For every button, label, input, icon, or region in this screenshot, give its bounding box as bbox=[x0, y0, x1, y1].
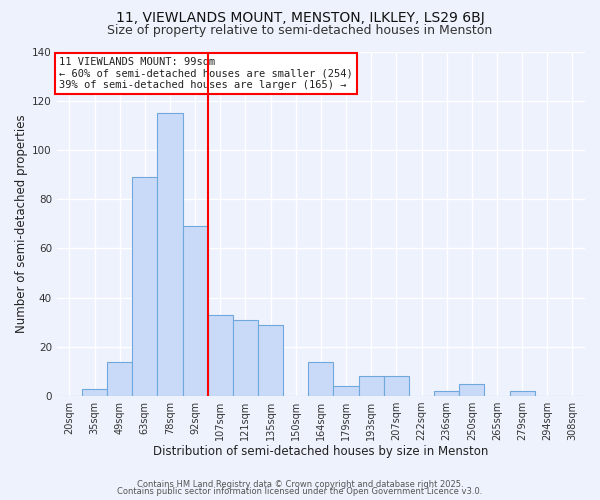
Bar bbox=[182, 226, 208, 396]
Bar bbox=[509, 391, 535, 396]
Bar bbox=[359, 376, 384, 396]
Bar bbox=[434, 391, 459, 396]
Bar bbox=[334, 386, 359, 396]
Bar bbox=[132, 177, 157, 396]
Bar bbox=[107, 362, 132, 396]
Bar bbox=[208, 315, 233, 396]
Text: 11 VIEWLANDS MOUNT: 99sqm
← 60% of semi-detached houses are smaller (254)
39% of: 11 VIEWLANDS MOUNT: 99sqm ← 60% of semi-… bbox=[59, 56, 353, 90]
Bar bbox=[157, 113, 182, 396]
Bar bbox=[82, 388, 107, 396]
Y-axis label: Number of semi-detached properties: Number of semi-detached properties bbox=[15, 114, 28, 333]
Bar bbox=[308, 362, 334, 396]
Text: Contains HM Land Registry data © Crown copyright and database right 2025.: Contains HM Land Registry data © Crown c… bbox=[137, 480, 463, 489]
Text: Contains public sector information licensed under the Open Government Licence v3: Contains public sector information licen… bbox=[118, 487, 482, 496]
Text: 11, VIEWLANDS MOUNT, MENSTON, ILKLEY, LS29 6BJ: 11, VIEWLANDS MOUNT, MENSTON, ILKLEY, LS… bbox=[116, 11, 484, 25]
Bar bbox=[233, 320, 258, 396]
X-axis label: Distribution of semi-detached houses by size in Menston: Distribution of semi-detached houses by … bbox=[153, 444, 488, 458]
Text: Size of property relative to semi-detached houses in Menston: Size of property relative to semi-detach… bbox=[107, 24, 493, 37]
Bar bbox=[459, 384, 484, 396]
Bar bbox=[384, 376, 409, 396]
Bar bbox=[258, 324, 283, 396]
